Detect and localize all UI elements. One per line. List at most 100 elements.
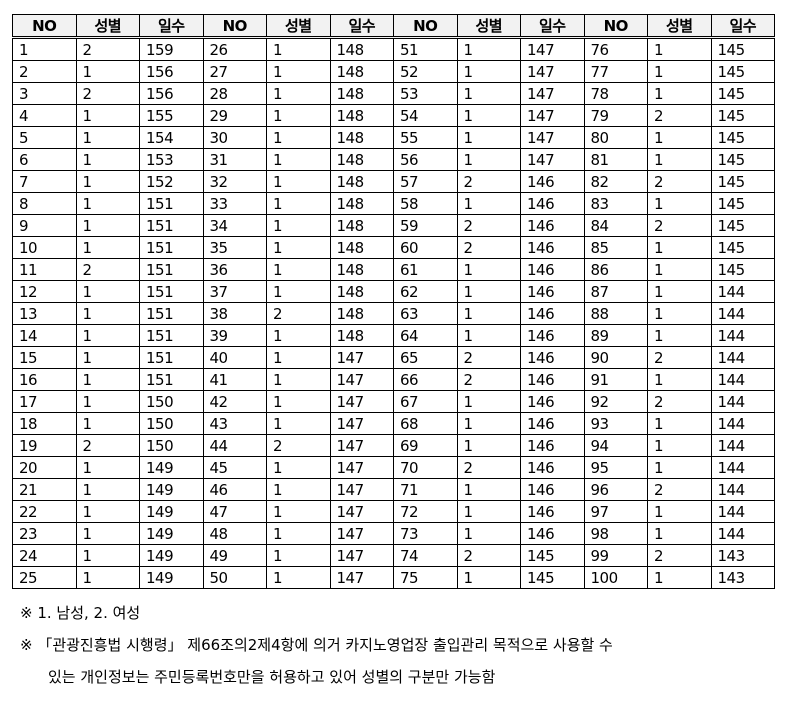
cell-days: 143 [710, 566, 775, 589]
table-row: 8 1 151 33 1 148 58 1 146 83 1 145 [12, 192, 775, 215]
header-days: 일수 [710, 14, 775, 39]
header-no: NO [202, 14, 267, 39]
cell-no: 48 [202, 522, 267, 545]
cell-gender: 1 [647, 258, 712, 281]
table-row: 21 1 149 46 1 147 71 1 146 96 2 144 [12, 478, 775, 501]
cell-gender: 1 [266, 104, 331, 127]
cell-days: 146 [520, 236, 585, 259]
cell-no: 21 [12, 478, 77, 501]
cell-gender: 1 [75, 60, 140, 83]
cell-no: 62 [393, 280, 458, 303]
cell-no: 37 [202, 280, 267, 303]
cell-no: 71 [393, 478, 458, 501]
table-header-row: NO 성별 일수 NO 성별 일수 NO 성별 일수 NO 성별 일수 [12, 14, 775, 39]
cell-days: 150 [139, 434, 204, 457]
cell-gender: 2 [75, 37, 140, 61]
cell-no: 97 [583, 500, 648, 523]
cell-no: 39 [202, 324, 267, 347]
cell-no: 42 [202, 390, 267, 413]
table-row: 1 2 159 26 1 148 51 1 147 76 1 145 [12, 37, 775, 61]
cell-gender: 1 [75, 192, 140, 215]
cell-gender: 1 [647, 60, 712, 83]
cell-gender: 1 [456, 434, 521, 457]
cell-days: 146 [520, 500, 585, 523]
cell-gender: 2 [456, 368, 521, 391]
cell-no: 94 [583, 434, 648, 457]
cell-days: 148 [329, 302, 394, 325]
cell-days: 147 [520, 37, 585, 61]
table-row: 15 1 151 40 1 147 65 2 146 90 2 144 [12, 346, 775, 369]
cell-days: 146 [520, 412, 585, 435]
table-row: 7 1 152 32 1 148 57 2 146 82 2 145 [12, 170, 775, 193]
cell-gender: 1 [266, 500, 331, 523]
cell-no: 24 [12, 544, 77, 567]
cell-days: 145 [710, 236, 775, 259]
cell-gender: 2 [647, 544, 712, 567]
table-row: 16 1 151 41 1 147 66 2 146 91 1 144 [12, 368, 775, 391]
cell-no: 6 [12, 148, 77, 171]
cell-no: 95 [583, 456, 648, 479]
cell-gender: 1 [456, 280, 521, 303]
table-row: 23 1 149 48 1 147 73 1 146 98 1 144 [12, 522, 775, 545]
visit-days-table: NO 성별 일수 NO 성별 일수 NO 성별 일수 NO 성별 일수 1 2 159 26 1 148 51 1 1… [12, 14, 775, 589]
cell-no: 27 [202, 60, 267, 83]
cell-gender: 1 [456, 324, 521, 347]
cell-no: 23 [12, 522, 77, 545]
cell-no: 44 [202, 434, 267, 457]
cell-gender: 1 [75, 236, 140, 259]
cell-gender: 2 [647, 214, 712, 237]
cell-no: 99 [583, 544, 648, 567]
cell-days: 144 [710, 346, 775, 369]
gender-legend-note: ※ 1. 남성, 2. 여성 [20, 604, 141, 622]
cell-days: 144 [710, 412, 775, 435]
cell-gender: 1 [647, 82, 712, 105]
cell-no: 30 [202, 126, 267, 149]
table-row: 9 1 151 34 1 148 59 2 146 84 2 145 [12, 214, 775, 237]
cell-no: 68 [393, 412, 458, 435]
cell-no: 64 [393, 324, 458, 347]
cell-gender: 1 [266, 126, 331, 149]
cell-gender: 1 [647, 280, 712, 303]
cell-gender: 1 [647, 566, 712, 589]
cell-days: 146 [520, 478, 585, 501]
cell-no: 3 [12, 82, 77, 105]
cell-no: 34 [202, 214, 267, 237]
cell-gender: 1 [75, 214, 140, 237]
cell-days: 146 [520, 434, 585, 457]
cell-no: 17 [12, 390, 77, 413]
cell-days: 145 [710, 214, 775, 237]
cell-days: 148 [329, 104, 394, 127]
cell-no: 45 [202, 456, 267, 479]
table-row: 6 1 153 31 1 148 56 1 147 81 1 145 [12, 148, 775, 171]
cell-gender: 2 [647, 478, 712, 501]
cell-days: 146 [520, 368, 585, 391]
cell-no: 10 [12, 236, 77, 259]
cell-gender: 1 [647, 412, 712, 435]
cell-no: 98 [583, 522, 648, 545]
cell-no: 91 [583, 368, 648, 391]
cell-gender: 2 [456, 170, 521, 193]
cell-gender: 2 [647, 346, 712, 369]
cell-days: 150 [139, 390, 204, 413]
cell-gender: 1 [75, 390, 140, 413]
cell-days: 156 [139, 82, 204, 105]
cell-gender: 1 [266, 37, 331, 61]
cell-gender: 2 [456, 346, 521, 369]
cell-gender: 1 [647, 37, 712, 61]
cell-days: 147 [329, 566, 394, 589]
cell-days: 148 [329, 192, 394, 215]
cell-days: 146 [520, 258, 585, 281]
cell-gender: 1 [75, 324, 140, 347]
cell-no: 61 [393, 258, 458, 281]
cell-no: 15 [12, 346, 77, 369]
cell-no: 20 [12, 456, 77, 479]
cell-days: 147 [520, 82, 585, 105]
cell-gender: 1 [266, 280, 331, 303]
header-gender: 성별 [456, 14, 521, 39]
cell-days: 146 [520, 324, 585, 347]
cell-gender: 1 [266, 346, 331, 369]
cell-days: 146 [520, 280, 585, 303]
cell-gender: 1 [647, 126, 712, 149]
cell-days: 149 [139, 478, 204, 501]
cell-no: 41 [202, 368, 267, 391]
